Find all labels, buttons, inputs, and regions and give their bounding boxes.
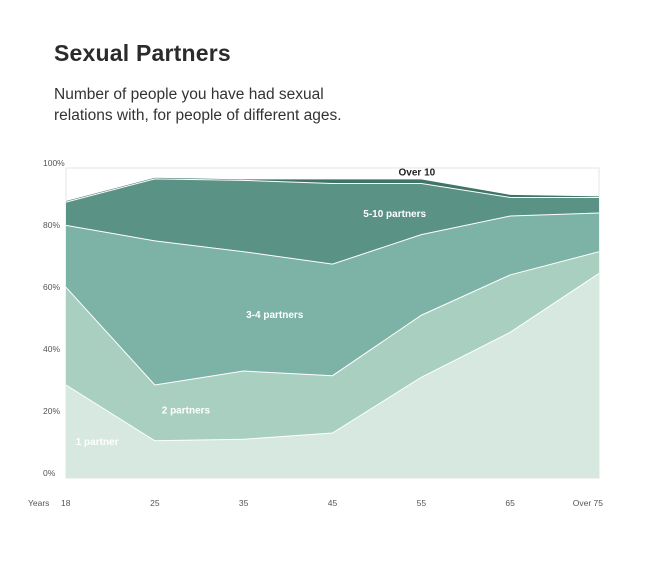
y-tick-label: 20% [43,406,60,416]
y-tick-label: 80% [43,220,60,230]
boundary-3-4-partners [65,212,600,265]
series-label-5-10-partners: 5-10 partners [363,209,426,220]
y-tick-label: 60% [43,282,60,292]
area-3-4-partners [66,212,599,385]
y-tick-label: 0% [43,468,56,478]
x-tick-label: 45 [328,498,338,508]
series-label-3-4-partners: 3-4 partners [246,310,304,321]
chart-subtitle: Number of people you have had sexual rel… [54,86,342,124]
series-label-2-partners: 2 partners [162,406,211,417]
x-tick-label: 55 [417,498,427,508]
area-5-10-partners [66,178,599,265]
x-tick-label: 65 [505,498,515,508]
area-1-partner [66,273,599,478]
series-label-1-partner: 1 partner [76,437,119,448]
area-2-partners [66,251,599,441]
x-tick-label: Over 75 [573,498,604,508]
boundary-2-partners [65,251,600,386]
chart-title: Sexual Partners [54,40,231,66]
y-tick-label: 100% [43,158,65,168]
y-tick-label: 40% [43,344,60,354]
boundary-over-10 [65,176,600,202]
series-label-over-10: Over 10 [399,168,436,179]
x-tick-label: 35 [239,498,249,508]
boundary-5-10-partners [65,178,599,203]
x-axis-label: Years [28,498,49,508]
boundary-1-partner [65,272,600,442]
x-tick-label: 18 [61,498,71,508]
area-over-10 [66,177,599,203]
x-tick-label: 25 [150,498,160,508]
